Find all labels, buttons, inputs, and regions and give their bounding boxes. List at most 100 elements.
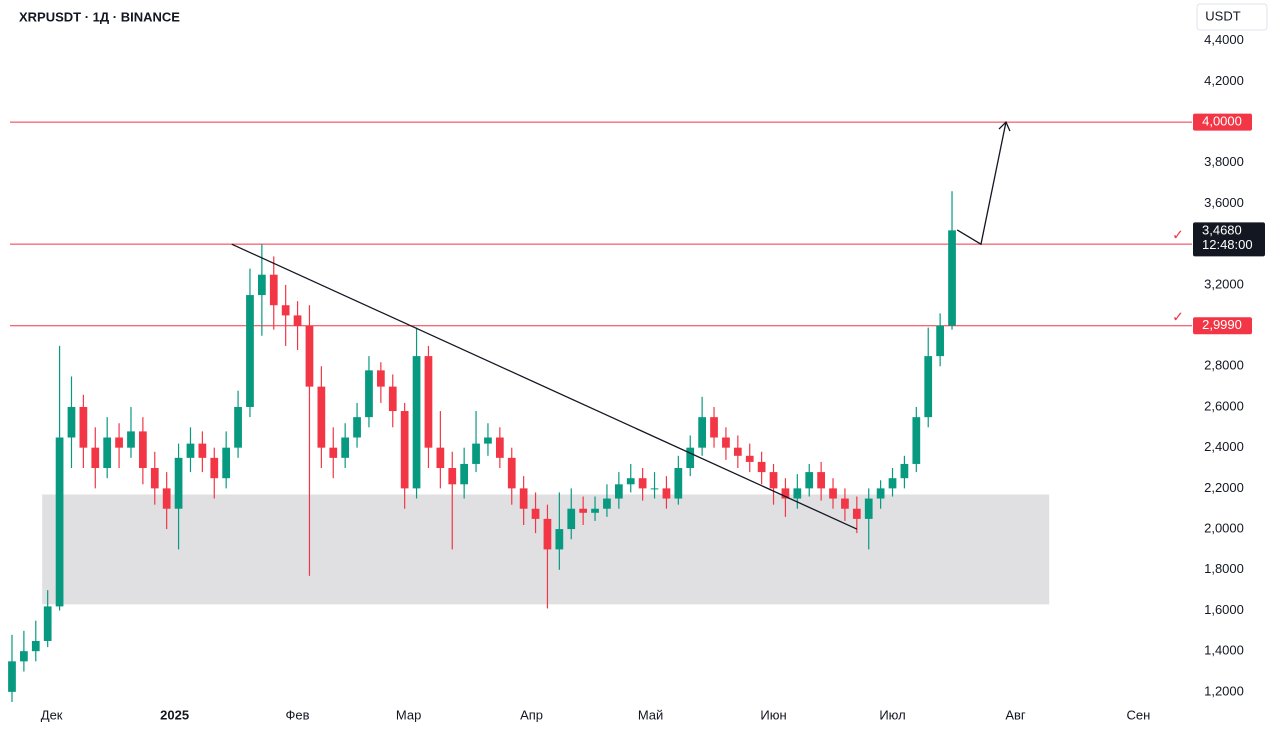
candle-body: [436, 447, 445, 469]
candle-body: [662, 488, 671, 499]
level-label-bg: [1193, 317, 1252, 335]
candle-body: [186, 443, 195, 458]
last-price-bg: [1193, 222, 1265, 257]
x-tick-label: Апр: [520, 707, 543, 722]
candle-body: [805, 472, 814, 489]
candle-body: [817, 472, 825, 489]
y-tick-label: 2,4000: [1204, 439, 1244, 454]
candle-body: [365, 370, 373, 418]
candle-body: [198, 443, 207, 458]
candle-body: [281, 305, 290, 316]
candle-body: [888, 478, 897, 489]
y-tick-label: 1,2000: [1204, 683, 1244, 698]
currency-button[interactable]: [1196, 3, 1268, 31]
candle-body: [543, 518, 552, 550]
candle-body: [162, 488, 171, 509]
x-tick-label: Июл: [879, 707, 905, 722]
y-tick-label: 2,8000: [1204, 358, 1244, 373]
projection-arrow: [956, 121, 1007, 246]
candle-body: [579, 508, 588, 513]
candle-body: [305, 325, 314, 387]
candle-body: [448, 468, 457, 485]
candle-body: [424, 356, 433, 448]
candle-body: [519, 488, 528, 509]
candle-body: [317, 386, 326, 448]
candle-body: [567, 508, 576, 530]
alert-check: ✓: [1172, 227, 1184, 243]
x-tick-label: Сен: [1127, 707, 1151, 722]
candle-body: [484, 437, 492, 444]
candle-body: [400, 411, 409, 489]
candle-body: [745, 455, 754, 462]
candle-body: [757, 461, 766, 473]
candle-body: [222, 447, 231, 479]
candle-body: [376, 370, 385, 387]
candle-body: [650, 488, 659, 490]
candle-body: [912, 417, 921, 464]
candle-body: [67, 406, 76, 438]
candle-body: [698, 417, 707, 448]
candle-body: [936, 325, 944, 357]
candle-body: [948, 230, 956, 326]
candle-body: [79, 406, 88, 448]
candle-body: [246, 295, 254, 407]
candle-body: [769, 472, 778, 489]
x-tick-label: Фев: [286, 707, 310, 722]
candle-body: [127, 431, 135, 448]
arrow-head: [998, 120, 1011, 132]
candle-body: [507, 457, 516, 489]
candle-body: [793, 488, 802, 499]
candle-body: [829, 488, 837, 499]
candle-body: [269, 274, 278, 306]
x-tick-label: 2025: [160, 707, 189, 722]
candle-body: [864, 498, 873, 519]
last-price: 3,4680: [1202, 222, 1242, 237]
candle-body: [460, 463, 469, 485]
y-tick-label: 3,2000: [1204, 276, 1244, 291]
x-tick-label: Дек: [41, 707, 63, 722]
candle-body: [150, 468, 159, 489]
candle-body: [8, 661, 16, 692]
candle-body: [614, 484, 623, 499]
candle-body: [603, 498, 611, 509]
candle-body: [43, 606, 52, 641]
currency: USDT: [1205, 8, 1240, 23]
countdown: 12:48:00: [1202, 237, 1253, 252]
candle-body: [412, 356, 421, 489]
candle-body: [472, 443, 480, 464]
level-label: 2,9990: [1202, 317, 1242, 332]
candle-body: [852, 508, 861, 519]
candle-body: [55, 437, 64, 607]
candle-body: [733, 447, 742, 456]
x-tick-label: Авг: [1005, 707, 1026, 722]
candle-body: [841, 498, 849, 509]
candle-body: [876, 488, 885, 499]
y-tick-label: 4,4000: [1204, 32, 1244, 47]
alert-check: ✓: [1172, 309, 1184, 325]
candle-body: [257, 274, 266, 296]
candle-body: [674, 468, 683, 499]
candle-body: [341, 437, 350, 458]
candle-body: [210, 457, 219, 479]
candle-body: [722, 437, 730, 448]
level-label: 4,0000: [1202, 114, 1242, 129]
x-tick-label: Июн: [760, 707, 786, 722]
candle-body: [781, 488, 790, 499]
y-tick-label: 3,6000: [1204, 195, 1244, 210]
candle-body: [531, 508, 540, 519]
candle-body: [626, 478, 635, 485]
y-tick-label: 1,4000: [1204, 643, 1244, 658]
chart-title: XRPUSDT · 1Д · BINANCE: [19, 9, 180, 24]
candle-body: [234, 406, 242, 448]
y-tick-label: 3,8000: [1204, 154, 1244, 169]
trend-line: [231, 243, 858, 530]
candle-body: [924, 356, 933, 418]
candle-body: [115, 437, 123, 448]
candle-body: [495, 437, 504, 458]
x-tick-label: Мар: [396, 707, 421, 722]
candle-body: [638, 478, 647, 489]
y-tick-label: 2,0000: [1204, 521, 1244, 536]
candle-body: [139, 431, 147, 469]
candle-body: [388, 386, 397, 412]
